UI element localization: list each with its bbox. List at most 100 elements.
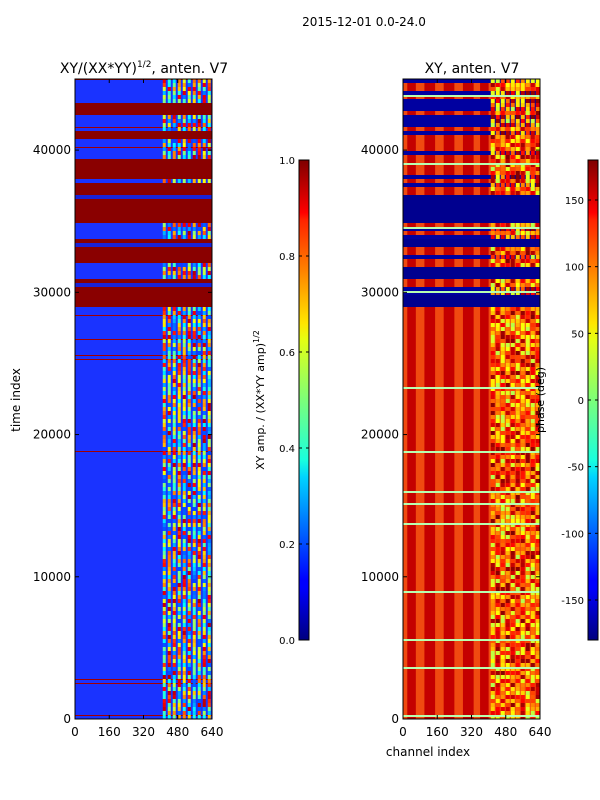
heatmap-cell xyxy=(500,479,505,483)
heatmap-cell xyxy=(500,115,505,119)
heatmap-cell xyxy=(495,123,500,127)
heatmap-cell xyxy=(172,671,176,675)
heatmap-cell xyxy=(207,647,211,651)
heatmap-cell xyxy=(192,647,196,651)
heatmap-row-saturated xyxy=(75,279,212,283)
heatmap-cell xyxy=(167,531,171,535)
heatmap-cell xyxy=(172,407,176,411)
heatmap-cell xyxy=(525,139,530,143)
heatmap-cell xyxy=(490,403,495,407)
x-tick-label: 0 xyxy=(399,725,407,739)
heatmap-cell xyxy=(202,419,206,423)
heatmap-cell xyxy=(495,255,500,259)
heatmap-cell xyxy=(192,699,196,703)
heatmap-cell xyxy=(510,595,515,599)
heatmap-cell xyxy=(192,555,196,559)
heatmap-cell xyxy=(515,155,520,159)
heatmap-cell xyxy=(162,635,166,639)
heatmap-cell xyxy=(505,355,510,359)
heatmap-cell xyxy=(495,619,500,623)
heatmap-cell xyxy=(202,455,206,459)
heatmap-cell xyxy=(202,379,206,383)
heatmap-cell xyxy=(495,707,500,711)
heatmap-cell xyxy=(167,351,171,355)
heatmap-cell xyxy=(207,403,211,407)
heatmap-cell xyxy=(182,223,186,227)
heatmap-cell xyxy=(535,315,540,319)
heatmap-cell xyxy=(202,99,206,103)
heatmap-cell xyxy=(535,91,540,95)
heatmap-cell xyxy=(167,519,171,523)
heatmap-cell xyxy=(510,663,515,667)
heatmap-cell xyxy=(177,375,181,379)
heatmap-cell xyxy=(197,527,201,531)
heatmap-cell xyxy=(530,555,535,559)
heatmap-cell xyxy=(520,567,525,571)
heatmap-cell xyxy=(172,679,176,683)
heatmap-cell xyxy=(177,359,181,363)
heatmap-cell xyxy=(505,683,510,687)
heatmap-cell xyxy=(162,487,166,491)
heatmap-cell xyxy=(490,579,495,583)
heatmap-cell xyxy=(505,407,510,411)
heatmap-cell xyxy=(520,87,525,91)
heatmap-cell xyxy=(177,527,181,531)
heatmap-cell xyxy=(172,355,176,359)
heatmap-cell xyxy=(515,359,520,363)
heatmap-cell xyxy=(167,655,171,659)
heatmap-cell xyxy=(177,79,181,83)
heatmap-cell xyxy=(520,571,525,575)
heatmap-cell xyxy=(495,711,500,715)
heatmap-cell xyxy=(530,255,535,259)
heatmap-cell xyxy=(177,647,181,651)
heatmap-cell xyxy=(167,611,171,615)
heatmap-cell xyxy=(530,395,535,399)
heatmap-cell xyxy=(495,663,500,667)
heatmap-cell xyxy=(207,635,211,639)
heatmap-cell xyxy=(490,431,495,435)
heatmap-cell xyxy=(490,399,495,403)
heatmap-cell xyxy=(167,143,171,147)
heatmap-cell xyxy=(167,327,171,331)
heatmap-row-saturated xyxy=(75,255,212,259)
heatmap-cell xyxy=(535,159,540,163)
heatmap-cell xyxy=(495,495,500,499)
heatmap-cell xyxy=(192,227,196,231)
heatmap-cell xyxy=(535,131,540,135)
heatmap-cell xyxy=(187,151,191,155)
heatmap-cell xyxy=(525,151,530,155)
heatmap-cell xyxy=(510,475,515,479)
heatmap-cell xyxy=(535,511,540,515)
heatmap-cell xyxy=(207,507,211,511)
heatmap-cell xyxy=(162,427,166,431)
heatmap-cell xyxy=(182,95,186,99)
heatmap-cell xyxy=(515,407,520,411)
heatmap-cell xyxy=(510,583,515,587)
heatmap-cell xyxy=(495,103,500,107)
heatmap-cell xyxy=(177,343,181,347)
heatmap-cell xyxy=(167,435,171,439)
heatmap-cell xyxy=(177,611,181,615)
heatmap-cell xyxy=(530,691,535,695)
heatmap-cell xyxy=(172,555,176,559)
heatmap-row-blue xyxy=(403,275,540,279)
heatmap-cell xyxy=(202,147,206,151)
heatmap-cell xyxy=(510,619,515,623)
heatmap-cell xyxy=(192,327,196,331)
heatmap-cell xyxy=(535,331,540,335)
colorbar-tick-label: 150 xyxy=(565,196,584,207)
heatmap-cell xyxy=(197,367,201,371)
heatmap-cell xyxy=(207,319,211,323)
heatmap-cell xyxy=(530,515,535,519)
heatmap-cell xyxy=(182,607,186,611)
heatmap-cell xyxy=(515,707,520,711)
heatmap-cell xyxy=(177,319,181,323)
heatmap-cell xyxy=(177,491,181,495)
heatmap-cell xyxy=(525,475,530,479)
heatmap-cell xyxy=(192,487,196,491)
heatmap-cell xyxy=(162,127,166,131)
heatmap-cell xyxy=(495,87,500,91)
heatmap-cell xyxy=(495,115,500,119)
heatmap-cell xyxy=(535,107,540,111)
heatmap-cell xyxy=(515,487,520,491)
